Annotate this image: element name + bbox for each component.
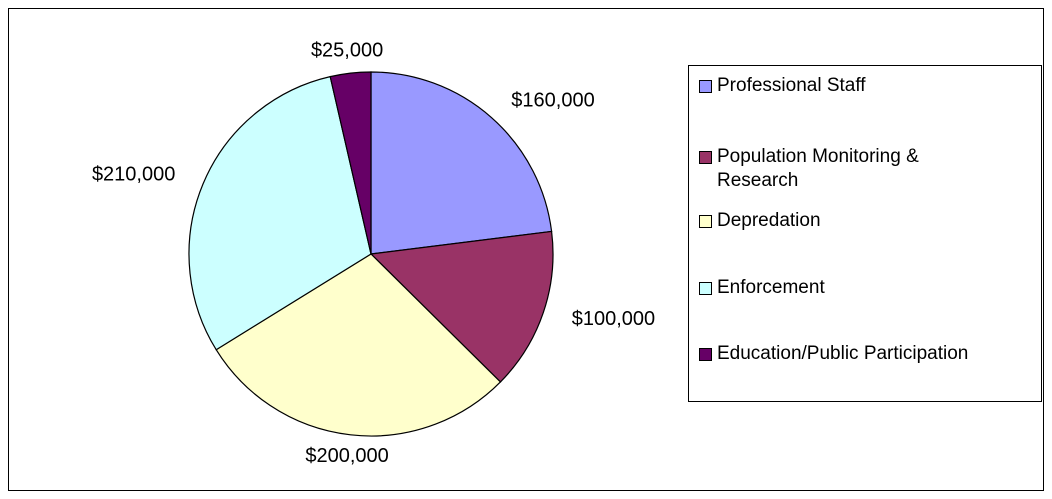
legend-label: Depredation: [717, 210, 821, 231]
data-label: $160,000: [511, 89, 594, 111]
pie-slice: [329, 71, 372, 255]
pie-slice: [215, 253, 502, 437]
data-label: $100,000: [572, 308, 655, 330]
data-label: $200,000: [305, 445, 388, 467]
data-label: $210,000: [92, 164, 175, 186]
legend-item: Professional Staff: [699, 74, 1029, 98]
data-label: $25,000: [311, 40, 383, 62]
legend-swatch: [699, 348, 712, 361]
legend-label: Population Monitoring & Research: [717, 146, 919, 191]
pie-slice: [370, 71, 553, 255]
legend: Professional Staff Population Monitoring …: [688, 65, 1042, 402]
pie-slice: [369, 230, 554, 383]
chart-frame: [8, 8, 1044, 491]
legend-label: Enforcement: [717, 277, 825, 298]
legend-swatch: [699, 282, 712, 295]
legend-label: Education/Public Participation: [717, 343, 969, 364]
legend-item: Depredation: [699, 209, 1029, 233]
legend-swatch: [699, 151, 712, 164]
legend-item: Enforcement: [699, 276, 1029, 300]
legend-item: Population Monitoring & Research: [699, 145, 1029, 193]
legend-item: Education/Public Participation: [699, 342, 1029, 366]
legend-swatch: [699, 215, 712, 228]
legend-swatch: [699, 80, 712, 93]
legend-label: Professional Staff: [717, 75, 866, 96]
pie-slice: [188, 75, 372, 351]
